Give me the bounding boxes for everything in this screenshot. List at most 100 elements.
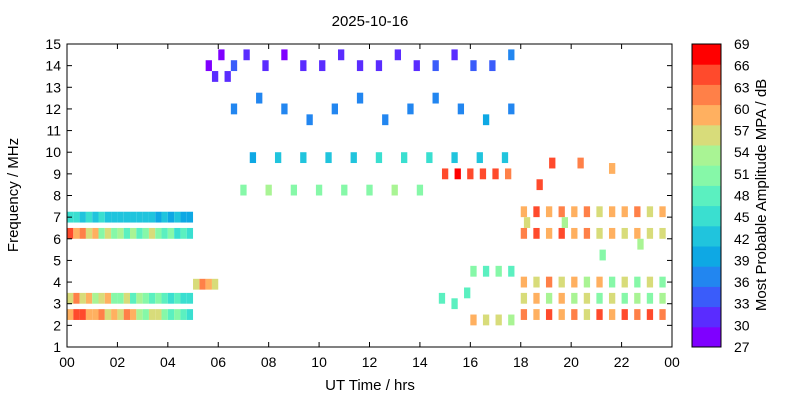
colorbar-label: Most Probable Amplitude MPA / dB xyxy=(753,79,770,311)
heatmap-cell xyxy=(224,71,231,82)
heatmap-cell xyxy=(520,309,528,320)
heatmap-cell xyxy=(167,309,175,320)
y-tick-label: 7 xyxy=(53,209,61,225)
heatmap-cell xyxy=(608,292,616,304)
heatmap-cell xyxy=(583,292,591,304)
heatmap-cell xyxy=(533,206,540,218)
heatmap-cell xyxy=(98,211,105,223)
heatmap-cell xyxy=(608,309,616,320)
heatmap-cell xyxy=(315,184,323,196)
heatmap-cell xyxy=(583,309,591,320)
heatmap-cell xyxy=(558,227,565,239)
heatmap-cell xyxy=(401,152,408,164)
x-tick-label: 06 xyxy=(210,354,226,370)
heatmap-cell xyxy=(265,184,272,196)
heatmap-cell xyxy=(67,227,74,239)
heatmap-cell xyxy=(325,152,332,164)
heatmap-cell xyxy=(230,60,238,72)
heatmap-cell xyxy=(571,309,578,320)
heatmap-cell xyxy=(646,227,654,239)
y-tick-label: 1 xyxy=(53,339,61,355)
heatmap-cell xyxy=(621,292,628,304)
heatmap-cell xyxy=(148,292,156,304)
heatmap-cell xyxy=(300,152,307,164)
colorbar-frame xyxy=(691,43,722,348)
heatmap-cell xyxy=(508,49,515,61)
heatmap-cell xyxy=(520,206,528,218)
heatmap-cell xyxy=(571,206,578,218)
heatmap-cell xyxy=(596,292,603,304)
heatmap-cell xyxy=(193,278,200,290)
heatmap-cell xyxy=(375,152,383,164)
heatmap-cell xyxy=(489,60,496,72)
heatmap-cell xyxy=(155,309,162,320)
heatmap-cell xyxy=(111,211,118,223)
heatmap-cell xyxy=(104,211,112,223)
heatmap-cell xyxy=(451,152,458,164)
heatmap-cell xyxy=(596,227,603,239)
heatmap-cell xyxy=(136,227,143,239)
heatmap-cell xyxy=(92,292,99,304)
y-tick-label: 14 xyxy=(45,58,61,74)
heatmap-cell xyxy=(174,211,181,223)
heatmap-cell xyxy=(621,206,628,218)
heatmap-cell xyxy=(599,249,606,261)
y-tick-label: 4 xyxy=(53,274,61,290)
heatmap-cell xyxy=(331,103,338,115)
heatmap-cell xyxy=(148,227,156,239)
heatmap-cell xyxy=(92,309,99,320)
heatmap-cell xyxy=(495,314,502,326)
heatmap-cell xyxy=(621,309,628,320)
heatmap-cell xyxy=(441,168,449,180)
heatmap-cell xyxy=(117,309,124,320)
heatmap-cell xyxy=(561,217,569,228)
heatmap-cell xyxy=(545,276,553,288)
heatmap-cell xyxy=(300,60,307,72)
heatmap-cell xyxy=(571,276,578,288)
heatmap-cell xyxy=(350,152,357,164)
x-tick-label: 08 xyxy=(261,354,277,370)
y-tick-label: 8 xyxy=(53,188,61,204)
heatmap-cell xyxy=(104,309,112,320)
heatmap-cell xyxy=(161,309,168,320)
heatmap-cell xyxy=(508,103,515,115)
heatmap-cell xyxy=(634,292,641,304)
heatmap-cell xyxy=(558,276,565,288)
heatmap-cell xyxy=(211,71,219,82)
heatmap-cell xyxy=(249,152,257,164)
heatmap-cell xyxy=(262,60,269,72)
heatmap-cell xyxy=(608,163,616,174)
heatmap-cell xyxy=(508,314,515,326)
heatmap-cell xyxy=(142,211,149,223)
heatmap-cell xyxy=(174,292,181,304)
y-tick-label: 11 xyxy=(46,123,61,139)
heatmap-cell xyxy=(167,211,175,223)
heatmap-cell xyxy=(117,227,124,239)
colorbar: 27 30 33 36 39 42 45 48 51 54 57 60 63 66 69 xyxy=(691,36,750,355)
heatmap-cell xyxy=(73,309,80,320)
colorbar-tick-label: 45 xyxy=(734,209,750,225)
heatmap-cell xyxy=(457,103,465,115)
colorbar-tick-label: 57 xyxy=(734,123,750,139)
heatmap-cell xyxy=(583,227,591,239)
heatmap-cell xyxy=(608,276,616,288)
heatmap-cell xyxy=(375,60,383,72)
y-tick-label: 3 xyxy=(53,296,61,312)
colorbar-segment xyxy=(692,326,721,348)
heatmap-cell xyxy=(240,184,247,196)
x-tick-label: 20 xyxy=(563,354,579,370)
heatmap-cell xyxy=(73,227,80,239)
heatmap-cell xyxy=(256,92,263,104)
heatmap-cell xyxy=(438,292,446,304)
heatmap-cell xyxy=(413,60,420,72)
heatmap-cell xyxy=(161,211,168,223)
heatmap-cell xyxy=(98,309,105,320)
heatmap-cell xyxy=(174,309,181,320)
heatmap-cell xyxy=(211,278,219,290)
heatmap-cell xyxy=(142,227,149,239)
heatmap-cell xyxy=(646,309,654,320)
colorbar-segment xyxy=(692,225,721,247)
heatmap-cell xyxy=(186,211,194,223)
